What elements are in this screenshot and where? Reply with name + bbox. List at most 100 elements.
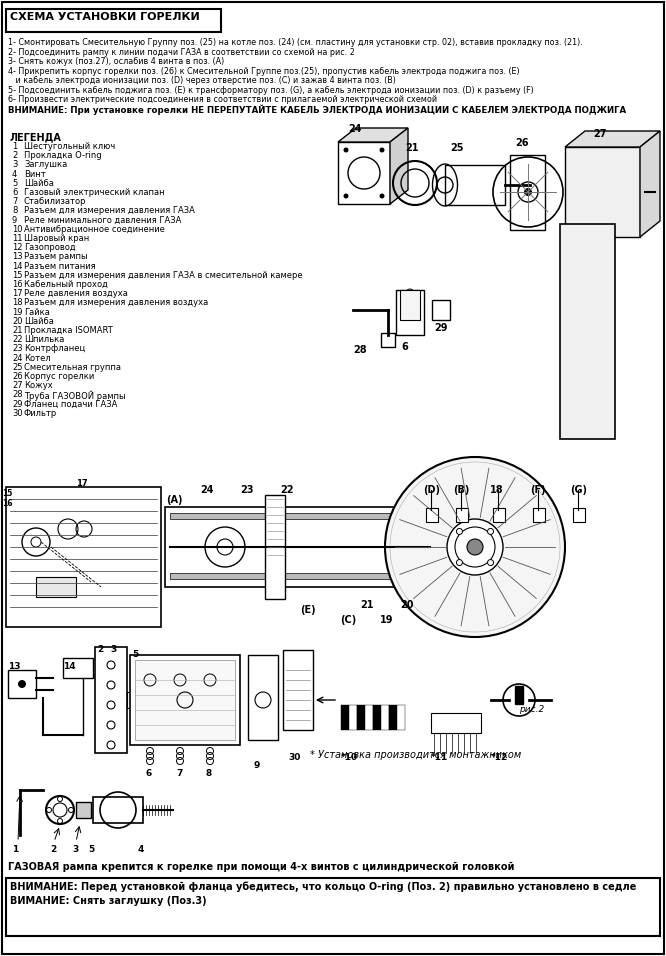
Circle shape <box>380 147 384 153</box>
Text: (E): (E) <box>300 605 316 615</box>
Circle shape <box>380 193 384 199</box>
Text: 23: 23 <box>12 344 23 354</box>
Text: (B): (B) <box>453 485 470 495</box>
Text: Шайба: Шайба <box>24 316 54 326</box>
Text: 1- Смонтировать Смесительную Группу поз. (25) на котле поз. (24) (см. пластину д: 1- Смонтировать Смесительную Группу поз.… <box>8 38 583 47</box>
Text: Разъем рампы: Разъем рампы <box>24 252 88 261</box>
Text: Фланец подачи ГАЗА: Фланец подачи ГАЗА <box>24 400 117 408</box>
Text: 18: 18 <box>490 485 503 495</box>
Bar <box>357 705 365 730</box>
Text: 4: 4 <box>138 845 145 854</box>
Text: Разъем для измерения давления воздуха: Разъем для измерения давления воздуха <box>24 298 208 308</box>
Text: Корпус горелки: Корпус горелки <box>24 372 95 381</box>
Text: 25: 25 <box>450 143 464 153</box>
Text: Труба ГАЗОВОЙ рампы: Труба ГАЗОВОЙ рампы <box>24 390 126 401</box>
Circle shape <box>488 559 494 566</box>
Text: 3: 3 <box>110 645 117 654</box>
Bar <box>373 705 381 730</box>
Bar <box>365 705 373 730</box>
Text: 1: 1 <box>12 845 18 854</box>
Bar <box>349 705 357 730</box>
Text: (C): (C) <box>340 615 356 625</box>
Bar <box>93 797 143 823</box>
Bar <box>130 655 240 745</box>
Text: 25: 25 <box>12 362 23 372</box>
Text: и кабель электрода ионизации поз. (D) через отверстие поз. (C) и зажав 4 винта п: и кабель электрода ионизации поз. (D) че… <box>8 76 396 85</box>
Text: 3: 3 <box>72 845 78 854</box>
Bar <box>170 573 425 579</box>
Text: 22: 22 <box>12 336 23 344</box>
Text: Разъем для измерения давления ГАЗА: Разъем для измерения давления ГАЗА <box>24 206 195 215</box>
Text: 5- Подсоединить кабель поджига поз. (E) к трансформатору поз. (G), а кабель элек: 5- Подсоединить кабель поджига поз. (E) … <box>8 85 533 95</box>
Polygon shape <box>640 131 660 237</box>
Text: Кабельный проход: Кабельный проход <box>24 280 108 289</box>
Text: Смесительная группа: Смесительная группа <box>24 362 121 372</box>
Text: 10: 10 <box>12 225 23 234</box>
Bar <box>165 507 435 587</box>
Polygon shape <box>565 131 660 147</box>
Text: Стабилизатор: Стабилизатор <box>24 197 87 206</box>
Text: 13: 13 <box>8 662 21 671</box>
Text: Фильтр: Фильтр <box>24 409 57 418</box>
Text: 4: 4 <box>12 169 17 179</box>
Text: 21: 21 <box>405 143 418 153</box>
Text: 6- Произвести электрические подсоединения в соответствии с прилагаемой электриче: 6- Произвести электрические подсоединени… <box>8 95 437 104</box>
Bar <box>456 508 468 522</box>
Text: Шпилька: Шпилька <box>24 336 65 344</box>
Bar <box>170 513 425 519</box>
Text: СХЕМА УСТАНОВКИ ГОРЕЛКИ: СХЕМА УСТАНОВКИ ГОРЕЛКИ <box>10 12 200 22</box>
Text: 26: 26 <box>12 372 23 381</box>
Text: 5: 5 <box>132 650 139 659</box>
Text: 5: 5 <box>88 845 95 854</box>
Text: Шайба: Шайба <box>24 179 54 187</box>
Text: 6: 6 <box>146 769 153 778</box>
Text: 8: 8 <box>206 769 212 778</box>
Polygon shape <box>390 128 408 204</box>
Bar <box>135 660 235 740</box>
Text: Газопровод: Газопровод <box>24 243 76 252</box>
Circle shape <box>467 539 483 555</box>
Circle shape <box>344 147 348 153</box>
Bar <box>63 658 93 678</box>
Text: 30: 30 <box>12 409 23 418</box>
Text: 24: 24 <box>12 354 23 362</box>
Text: Разъем для измерения давления ГАЗА в смесительной камере: Разъем для измерения давления ГАЗА в сме… <box>24 271 302 280</box>
Text: Прокладка ISOMART: Прокладка ISOMART <box>24 326 113 335</box>
Bar <box>338 142 390 204</box>
Text: (D): (D) <box>423 485 440 495</box>
Text: 18: 18 <box>12 298 23 308</box>
Bar <box>573 508 585 522</box>
Text: 27: 27 <box>12 381 23 390</box>
Text: 28: 28 <box>12 390 23 400</box>
Text: 6: 6 <box>401 342 408 352</box>
Text: ВИМАНИЕ: Снять заглушку (Поз.3): ВИМАНИЕ: Снять заглушку (Поз.3) <box>10 896 206 906</box>
Text: 2: 2 <box>12 151 17 161</box>
Text: 22: 22 <box>280 485 294 495</box>
Text: рис.2: рис.2 <box>519 705 544 714</box>
Circle shape <box>18 680 26 688</box>
Text: 16: 16 <box>12 280 23 289</box>
Text: 20: 20 <box>400 600 414 610</box>
Circle shape <box>456 559 462 566</box>
Text: * Установка производится монтажником: * Установка производится монтажником <box>310 750 521 760</box>
Text: Кожух: Кожух <box>24 381 53 390</box>
Circle shape <box>385 457 565 637</box>
Bar <box>396 290 424 335</box>
Bar <box>341 705 349 730</box>
Circle shape <box>488 529 494 534</box>
Text: 17: 17 <box>76 479 88 488</box>
Text: ЛЕГЕНДА: ЛЕГЕНДА <box>10 132 62 142</box>
Text: 30: 30 <box>288 753 300 762</box>
Text: 23: 23 <box>240 485 254 495</box>
Text: 27: 27 <box>593 129 607 139</box>
Bar <box>397 705 405 730</box>
Bar <box>127 692 130 708</box>
Text: 26: 26 <box>515 138 529 148</box>
Text: Шаровый кран: Шаровый кран <box>24 234 89 243</box>
Bar <box>8 670 36 698</box>
Bar <box>510 155 545 230</box>
Circle shape <box>456 529 462 534</box>
Text: 2: 2 <box>97 645 103 654</box>
Text: 8: 8 <box>12 206 17 215</box>
Bar <box>445 165 505 205</box>
